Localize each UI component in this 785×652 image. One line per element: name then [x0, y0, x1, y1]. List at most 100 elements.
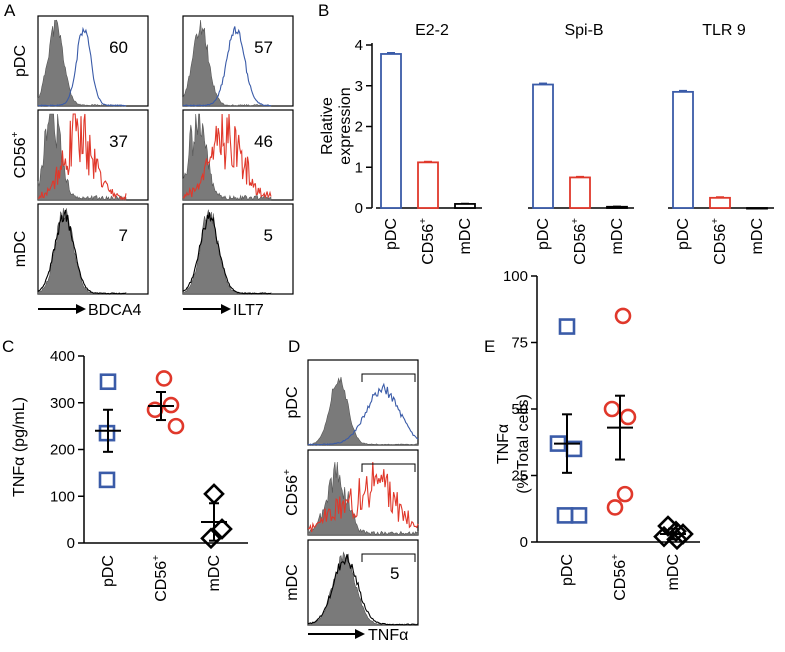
x-tick-label-cd56: CD56+: [710, 218, 729, 265]
x-tick-label-pdc: pDC: [675, 218, 692, 250]
data-point-square: [570, 507, 588, 524]
x-tick-label-pdc: pDC: [100, 555, 117, 587]
panel-label-e: E: [484, 337, 495, 356]
row-label-pdc: pDC: [12, 45, 29, 77]
row-label-cd56: CD56+: [282, 469, 301, 516]
gate-bracket: [361, 553, 416, 562]
x-tick-label-mdc: mDC: [206, 555, 223, 591]
y-tick-label: 1: [355, 159, 363, 176]
stain-histogram: [182, 212, 272, 295]
gate-bracket: [361, 463, 416, 472]
stain-histogram: [37, 26, 127, 107]
y-tick-label: 75: [511, 335, 528, 352]
bar: [709, 196, 731, 209]
x-tick-label-pdc: pDC: [535, 218, 552, 250]
y-tick-label: 0: [67, 535, 75, 552]
stain-histogram: [37, 113, 127, 201]
bar: [672, 90, 694, 209]
percent-value: 60: [109, 38, 128, 57]
bar: [569, 176, 591, 209]
isotype-histogram: [182, 113, 272, 201]
y-tick-label: 3: [355, 78, 363, 95]
x-tick-label-cd56: CD56+: [570, 218, 589, 265]
data-point-diamond: [200, 527, 222, 550]
marker-label-tnfa: TNFα: [368, 627, 408, 644]
data-point-square: [558, 318, 576, 335]
y-axis-title: TNFα (% Total cells): [495, 394, 532, 494]
x-tick-label-cd56: CD56+: [610, 554, 629, 601]
y-tick-label: 100: [503, 268, 528, 285]
data-point-circle: [146, 401, 164, 419]
axis-arrow-tnfa-head: [355, 629, 365, 639]
isotype-histogram: [37, 207, 127, 295]
subplot-title: Spi-B: [564, 22, 603, 39]
y-tick-label: 50: [511, 401, 528, 418]
y-tick-label: 100: [50, 488, 75, 505]
data-point-circle: [606, 499, 624, 516]
bar: [417, 161, 439, 209]
stain-histogram: [307, 461, 419, 533]
isotype-histogram: [182, 19, 272, 107]
subplot-title: E2-2: [415, 22, 449, 39]
data-point-diamond: [203, 483, 225, 505]
bar: [380, 53, 402, 209]
stain-histogram: [307, 382, 419, 446]
data-point-circle: [619, 408, 637, 426]
data-point-square: [99, 373, 117, 391]
x-tick-label-mdc: mDC: [665, 554, 682, 590]
percent-value: 7: [119, 226, 128, 245]
marker-label-ilt7: ILT7: [233, 302, 264, 319]
y-tick-label: 300: [50, 395, 75, 412]
y-tick-label: 25: [511, 468, 528, 485]
panel-a-histograms: pDC 60 57 CD56+ 37 46 mDC 7 5 BDCA4 ILT7: [10, 15, 294, 319]
x-tick-label-cd56: CD56+: [151, 555, 170, 602]
panel-label-a: A: [4, 1, 16, 20]
panel-label-d: D: [288, 337, 300, 356]
isotype-histogram: [182, 209, 272, 295]
gate-bracket: [361, 373, 416, 382]
y-tick-label: 400: [50, 348, 75, 365]
panel-b-bar-charts: Relativeexpression 0 1 2 3 4 E2-2 pDC CD56+ mDC Sp…: [319, 22, 774, 265]
isotype-histogram: [307, 376, 419, 446]
data-point-circle: [616, 485, 634, 503]
panel-d-histograms: pDC CD56+ mDC 5 TNFα: [282, 359, 419, 644]
row-label-cd56: CD56+: [10, 131, 29, 178]
y-tick-label: 0: [520, 534, 528, 551]
data-point-square: [556, 507, 574, 524]
marker-label-bdca4: BDCA4: [88, 302, 141, 319]
data-point-circle: [155, 370, 173, 387]
stain-histogram: [182, 26, 272, 107]
x-tick-label-mdc: mDC: [457, 218, 474, 254]
axis-arrow-ilt7-head: [221, 304, 231, 314]
data-point-diamond: [211, 518, 233, 540]
data-point-diamond: [666, 528, 688, 551]
y-axis-title: TNFα (pg/mL): [11, 397, 28, 497]
y-tick-label: 200: [50, 442, 75, 459]
panel-label-b: B: [318, 1, 329, 20]
data-point-circle: [603, 400, 621, 418]
y-axis-title: Relativeexpression: [319, 87, 354, 164]
panel-e-scatter: TNFα (% Total cells) 0 25 50 75 100 pDC CD56+ mDC: [495, 268, 700, 601]
stain-histogram: [182, 113, 272, 200]
y-tick-label: 2: [355, 119, 363, 136]
y-tick-label: 0: [355, 200, 363, 217]
isotype-histogram: [307, 551, 419, 626]
stain-histogram: [37, 209, 126, 295]
x-tick-label-mdc: mDC: [609, 218, 626, 254]
data-point-square: [98, 471, 116, 489]
x-tick-label-cd56: CD56+: [418, 218, 437, 265]
percent-value: 37: [109, 132, 128, 151]
x-tick-label-pdc: pDC: [559, 554, 576, 586]
data-point-circle: [167, 417, 185, 435]
percent-value: 46: [254, 132, 273, 151]
row-label-mdc: mDC: [12, 231, 29, 267]
percent-value: 5: [390, 564, 399, 583]
y-tick-label: 4: [355, 37, 363, 54]
stain-histogram: [307, 554, 419, 626]
data-point-circle: [614, 307, 632, 325]
percent-value: 5: [264, 226, 273, 245]
row-label-mdc: mDC: [284, 564, 301, 600]
bar: [746, 207, 768, 210]
x-tick-label-mdc: mDC: [749, 218, 766, 254]
